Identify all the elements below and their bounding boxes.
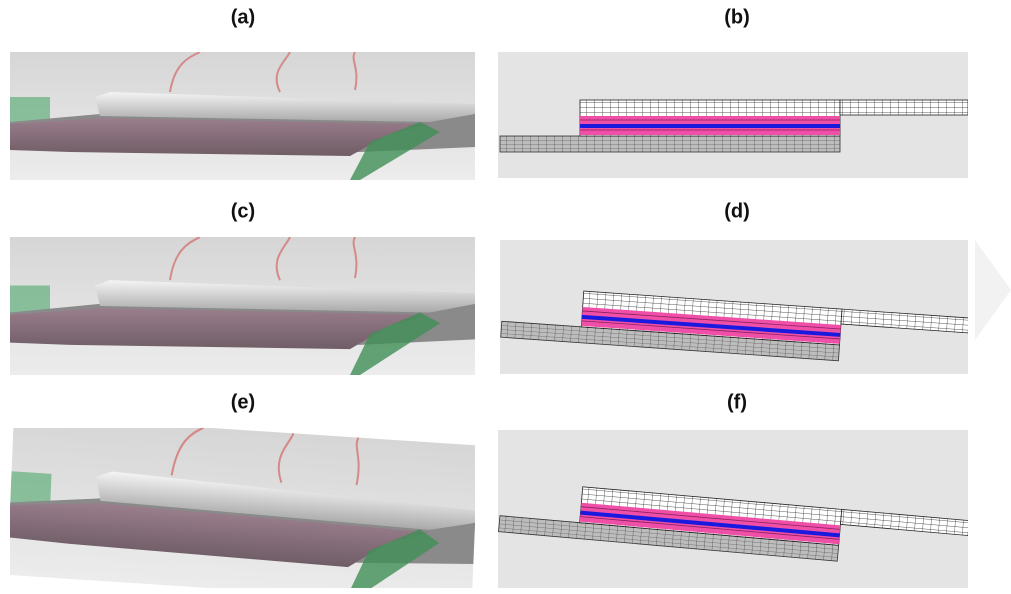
mesh-b [498,52,968,178]
panel-label: (b) [724,6,750,28]
mesh-d [500,240,969,374]
panel-label: (e) [231,391,255,413]
figure: (a) (b) (c) (d) (e) (f) [0,0,1011,589]
mesh-f [498,430,969,588]
panel-label: (f) [727,391,747,413]
panel-label: (c) [231,200,255,222]
panel-label: (a) [231,6,255,28]
photo-a [10,52,475,180]
photo-c [10,237,475,375]
photo-e [7,415,478,589]
decoration [975,240,1011,340]
panel-label: (d) [724,200,750,222]
